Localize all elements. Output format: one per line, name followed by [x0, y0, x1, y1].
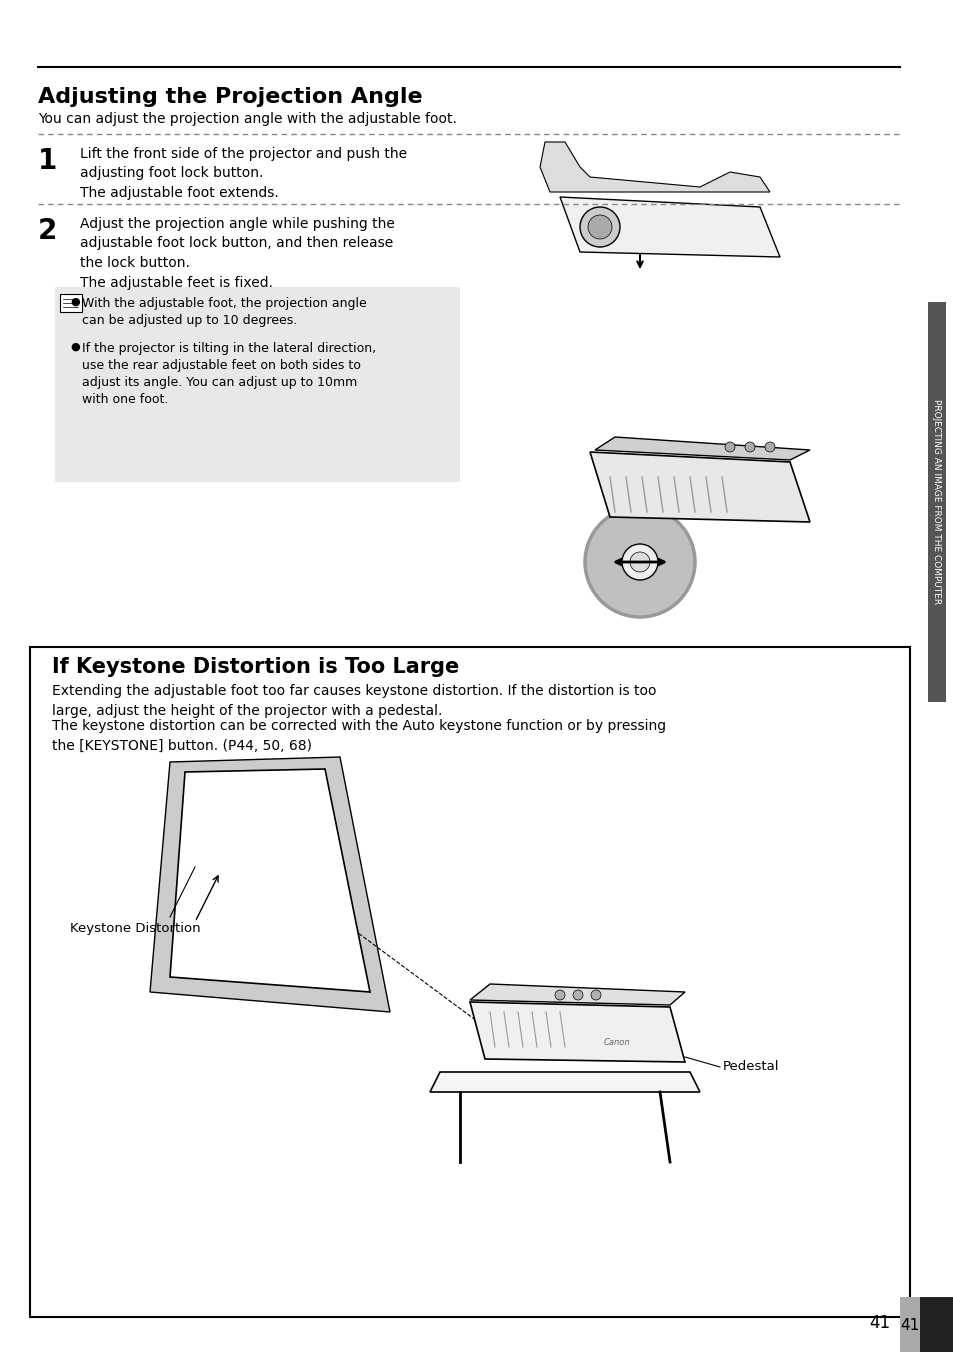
Polygon shape: [470, 984, 684, 1005]
Circle shape: [573, 990, 582, 1000]
Polygon shape: [539, 142, 769, 192]
Text: 1: 1: [38, 147, 57, 174]
Polygon shape: [559, 197, 780, 257]
Bar: [927, 301, 945, 702]
Circle shape: [579, 207, 619, 247]
Polygon shape: [595, 437, 809, 460]
Text: Keystone Distortion: Keystone Distortion: [70, 922, 200, 936]
Bar: [60, 293, 82, 312]
Circle shape: [744, 442, 754, 452]
Circle shape: [590, 990, 600, 1000]
Circle shape: [584, 507, 695, 617]
Text: Canon: Canon: [602, 1038, 629, 1046]
Bar: [919, 1297, 953, 1352]
Text: 41: 41: [868, 1314, 889, 1332]
Text: If Keystone Distortion is Too Large: If Keystone Distortion is Too Large: [52, 657, 458, 677]
Bar: [899, 1297, 919, 1352]
Text: Adjust the projection angle while pushing the
adjustable foot lock button, and t: Adjust the projection angle while pushin…: [80, 218, 395, 289]
Circle shape: [621, 544, 658, 580]
Text: Lift the front side of the projector and push the
adjusting foot lock button.
Th: Lift the front side of the projector and…: [80, 147, 407, 200]
Circle shape: [555, 990, 564, 1000]
Circle shape: [629, 552, 649, 572]
Text: ●: ●: [70, 297, 80, 307]
Polygon shape: [470, 1002, 684, 1063]
Polygon shape: [170, 769, 370, 992]
Text: The keystone distortion can be corrected with the Auto keystone function or by p: The keystone distortion can be corrected…: [52, 719, 665, 753]
Text: If the projector is tilting in the lateral direction,
use the rear adjustable fe: If the projector is tilting in the later…: [82, 342, 375, 406]
Bar: [919, 0, 953, 1352]
Text: You can adjust the projection angle with the adjustable foot.: You can adjust the projection angle with…: [38, 112, 456, 126]
Text: Extending the adjustable foot too far causes keystone distortion. If the distort: Extending the adjustable foot too far ca…: [52, 684, 656, 718]
Polygon shape: [589, 452, 809, 522]
Polygon shape: [150, 757, 390, 1013]
Bar: [55, 287, 459, 483]
Polygon shape: [430, 1072, 700, 1092]
Circle shape: [587, 215, 612, 239]
Text: 41: 41: [900, 1317, 919, 1333]
Text: ●: ●: [70, 342, 80, 352]
Bar: [30, 648, 909, 1317]
Circle shape: [764, 442, 774, 452]
Circle shape: [724, 442, 734, 452]
Text: 2: 2: [38, 218, 57, 245]
Text: PROJECTING AN IMAGE FROM THE COMPUTER: PROJECTING AN IMAGE FROM THE COMPUTER: [931, 399, 941, 604]
Text: Pedestal: Pedestal: [722, 1060, 779, 1073]
Text: Adjusting the Projection Angle: Adjusting the Projection Angle: [38, 87, 422, 107]
Text: With the adjustable foot, the projection angle
can be adjusted up to 10 degrees.: With the adjustable foot, the projection…: [82, 297, 366, 327]
